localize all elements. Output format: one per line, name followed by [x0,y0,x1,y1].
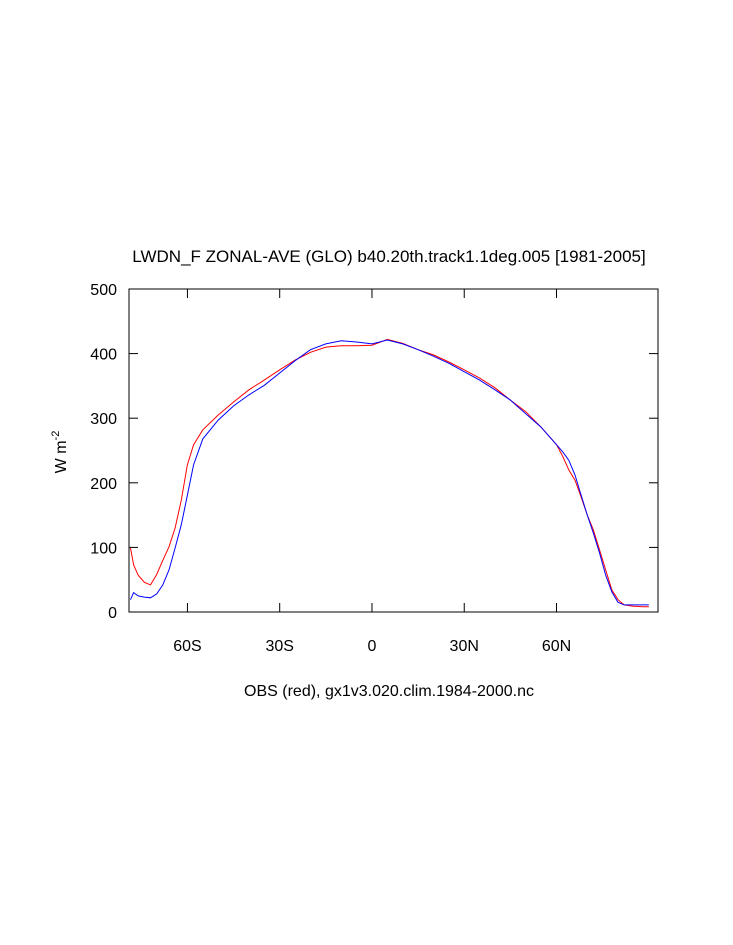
chart-title: LWDN_F ZONAL-AVE (GLO) b40.20th.track1.1… [132,247,645,266]
plot-frame [128,288,659,613]
x-tick-label: 30S [265,638,293,655]
y-tick-label: 400 [90,347,117,364]
y-tick-label: 0 [108,605,117,622]
y-axis-label-text: W m [53,440,70,473]
y-tick-label: 300 [90,411,117,428]
data-line [130,339,649,606]
y-axis-label-superscript: -2 [50,431,62,441]
x-tick-label: 60S [173,638,201,655]
data-line [130,338,649,608]
x-tick-label: 0 [368,638,377,655]
x-tick-label: 60N [542,638,571,655]
x-axis-label: OBS (red), gx1v3.020.clim.1984-2000.nc [244,683,534,700]
y-tick-label: 100 [90,540,117,557]
y-tick-label: 500 [90,282,117,299]
y-tick-label: 200 [90,476,117,493]
x-tick-label: 30N [450,638,479,655]
y-axis-label: W m-2 [50,431,70,474]
